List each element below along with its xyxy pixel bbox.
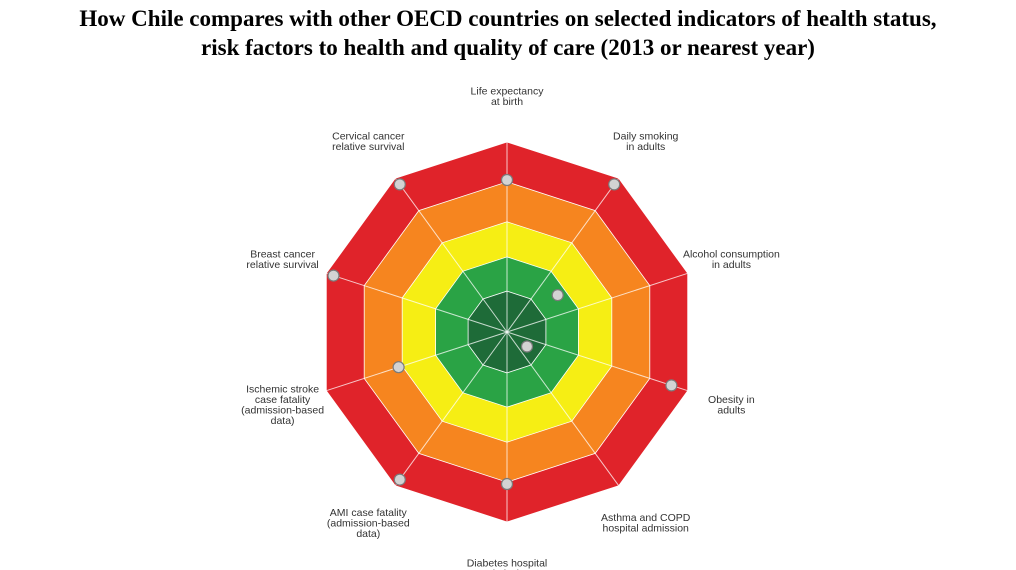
axis-label: Daily smoking in adults	[613, 130, 679, 153]
radar-spoke	[506, 178, 620, 333]
axis-label: Breast cancer relative survival	[246, 248, 318, 271]
axis-label: Alcohol consumption in adults	[683, 248, 780, 271]
axis-label-line: data)	[271, 415, 295, 427]
axis-label-line: Diabetes hospital	[467, 557, 548, 569]
axis-label-line: data)	[356, 528, 380, 540]
axis-label: Ischemic stroke case fatality (admission-b…	[241, 384, 324, 428]
axis-label: Obesity in adults	[708, 394, 755, 417]
data-point	[327, 269, 340, 282]
radar-spoke	[326, 331, 508, 392]
axis-label-line: Breast cancer	[250, 248, 315, 260]
data-point	[393, 178, 406, 191]
axis-label-line: admission	[483, 568, 530, 570]
radar-spoke	[326, 272, 508, 333]
axis-label-line: Ischemic stroke	[246, 384, 319, 396]
data-point	[608, 178, 621, 191]
axis-label: AMI case fatality (admission-based data)	[327, 507, 410, 540]
axis-label: Asthma and COPD hospital admission	[601, 512, 691, 535]
radar-spoke	[394, 331, 508, 486]
axis-label-line: in adults	[712, 259, 751, 271]
axis-label-line: (admission-based	[327, 517, 410, 529]
radar-markers	[327, 173, 678, 491]
axis-label-line: Daily smoking	[613, 130, 679, 142]
axis-label-line: at birth	[491, 96, 523, 108]
radar-spokes	[326, 142, 688, 522]
axis-label-line: (admission-based	[241, 405, 324, 417]
axis-label-line: Cervical cancer	[332, 130, 405, 142]
radar-spoke	[506, 272, 688, 333]
data-point	[551, 289, 564, 302]
axis-label-line: Asthma and COPD	[601, 512, 691, 524]
data-point	[500, 477, 514, 491]
data-point	[393, 473, 406, 486]
data-point	[665, 379, 678, 392]
data-point	[500, 173, 514, 187]
axis-label-line: Obesity in	[708, 394, 755, 406]
axis-label-line: relative survival	[332, 141, 404, 153]
radar-spoke	[506, 331, 688, 392]
axis-label-line: Life expectancy	[471, 85, 545, 97]
axis-label-line: AMI case fatality	[330, 507, 408, 519]
axis-label: Life expectancy at birth	[471, 85, 545, 108]
axis-label-line: Alcohol consumption	[683, 248, 780, 260]
axis-label-line: in adults	[626, 141, 665, 153]
page-title: How Chile compares with other OECD count…	[0, 4, 1016, 62]
title-line-2: risk factors to health and quality of ca…	[201, 35, 815, 60]
data-point	[520, 340, 534, 353]
axis-label-line: adults	[717, 405, 745, 417]
radar-spoke	[394, 178, 508, 333]
axis-label-line: case fatality	[255, 394, 311, 406]
axis-label-line: relative survival	[246, 259, 318, 271]
radar-spoke	[506, 331, 620, 486]
axis-label-line: hospital admission	[603, 523, 690, 535]
data-point	[392, 361, 405, 374]
title-line-1: How Chile compares with other OECD count…	[79, 6, 937, 31]
axis-label: Cervical cancer relative survival	[332, 130, 405, 153]
